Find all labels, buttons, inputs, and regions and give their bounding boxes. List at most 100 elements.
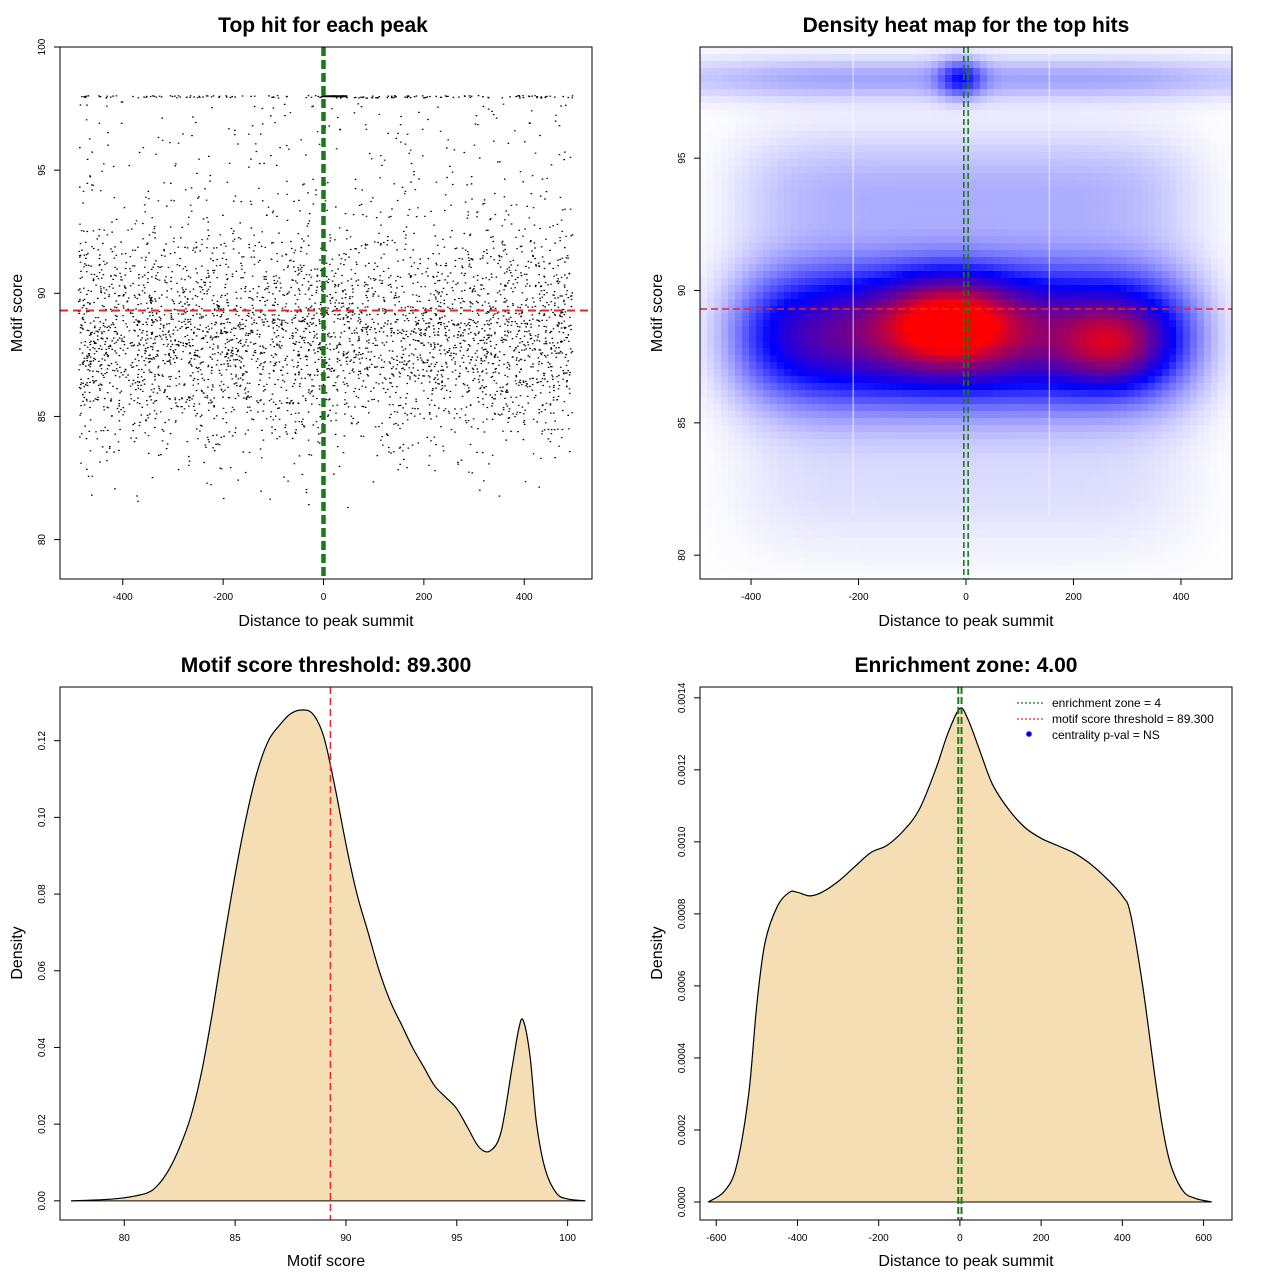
heatmap-cell [1022,453,1030,461]
heatmap-cell [784,47,792,55]
heatmap-cell [735,201,743,209]
heatmap-cell [875,103,883,111]
heatmap-cell [875,138,883,146]
heatmap-cell [1183,439,1191,447]
heatmap-cell [728,285,736,293]
heatmap-cell [735,243,743,251]
heatmap-cell [1176,194,1184,202]
heatmap-cell [742,47,750,55]
heatmap-cell [791,257,799,265]
heatmap-cell [1155,460,1163,468]
heatmap-cell [1036,383,1044,391]
heatmap-cell [1127,425,1135,433]
heatmap-cell [1127,61,1135,69]
heatmap-cell [903,495,911,503]
heatmap-cell [700,103,708,111]
heatmap-cell [903,362,911,370]
heatmap-cell [1127,131,1135,139]
heatmap-cell [1190,159,1198,167]
heatmap-cell [1183,68,1191,76]
heatmap-cell [882,292,890,300]
heatmap-cell [1225,404,1233,412]
heatmap-cell [1225,460,1233,468]
heatmap-cell [966,397,974,405]
heatmap-cell [910,222,918,230]
heatmap-cell [1120,411,1128,419]
heatmap-cell [1050,264,1058,272]
heatmap-cell [1190,432,1198,440]
heatmap-cell [952,159,960,167]
heatmap-cell [1204,131,1212,139]
heatmap-cell [735,299,743,307]
heatmap-cell [868,404,876,412]
heatmap-cell [861,257,869,265]
heatmap-cell [861,299,869,307]
heatmap-cell [770,404,778,412]
heatmap-cell [1134,327,1142,335]
heatmap-cell [700,201,708,209]
heatmap-cell [770,495,778,503]
heatmap-cell [1155,481,1163,489]
heatmap-cell [756,243,764,251]
heatmap-cell [875,348,883,356]
heatmap-cell [938,418,946,426]
heatmap-cell [1197,96,1205,104]
heatmap-cell [945,75,953,83]
heatmap-cell [777,348,785,356]
heatmap-cell [812,124,820,132]
heatmap-cell [700,180,708,188]
heatmap-cell [798,89,806,97]
heatmap-cell [966,96,974,104]
heatmap-cell [917,180,925,188]
heatmap-cell [805,467,813,475]
heatmap-cell [1155,208,1163,216]
heatmap-cell [1015,208,1023,216]
heatmap-cell [1204,250,1212,258]
heatmap-cell [1029,432,1037,440]
heatmap-cell [700,383,708,391]
heatmap-cell [770,215,778,223]
heatmap-cell [1169,488,1177,496]
heatmap-cell [1085,313,1093,321]
heatmap-cell [770,278,778,286]
heatmap-cell [1099,222,1107,230]
heatmap-cell [1211,467,1219,475]
heatmap-cell [812,159,820,167]
heatmap-cell [749,201,757,209]
heatmap-cell [1225,264,1233,272]
heatmap-cell [1190,250,1198,258]
heatmap-cell [1036,229,1044,237]
heatmap-cell [1218,166,1226,174]
heatmap-cell [987,355,995,363]
heatmap-cell [1057,145,1065,153]
heatmap-cell [1127,215,1135,223]
heatmap-cell [987,229,995,237]
heatmap-cell [1064,453,1072,461]
heatmap-cell [784,152,792,160]
heatmap-cell [826,47,834,55]
heatmap-cell [966,152,974,160]
heatmap-cell [721,159,729,167]
heatmap-cell [931,446,939,454]
heatmap-cell [889,495,897,503]
heatmap-cell [938,460,946,468]
heatmap-cell [861,411,869,419]
heatmap-cell [728,439,736,447]
heatmap-cell [1029,145,1037,153]
heatmap-cell [819,166,827,174]
heatmap-cell [1106,341,1114,349]
heatmap-cell [1155,152,1163,160]
heatmap-cell [931,348,939,356]
heatmap-cell [966,82,974,90]
heatmap-cell [875,278,883,286]
heatmap-cell [1155,278,1163,286]
heatmap-cell [952,194,960,202]
heatmap-cell [1148,348,1156,356]
heatmap-cell [784,285,792,293]
heatmap-cell [1064,432,1072,440]
heatmap-cell [1155,243,1163,251]
heatmap-cell [1204,306,1212,314]
heatmap-cell [826,243,834,251]
heatmap-cell [1057,264,1065,272]
heatmap-cell [819,82,827,90]
